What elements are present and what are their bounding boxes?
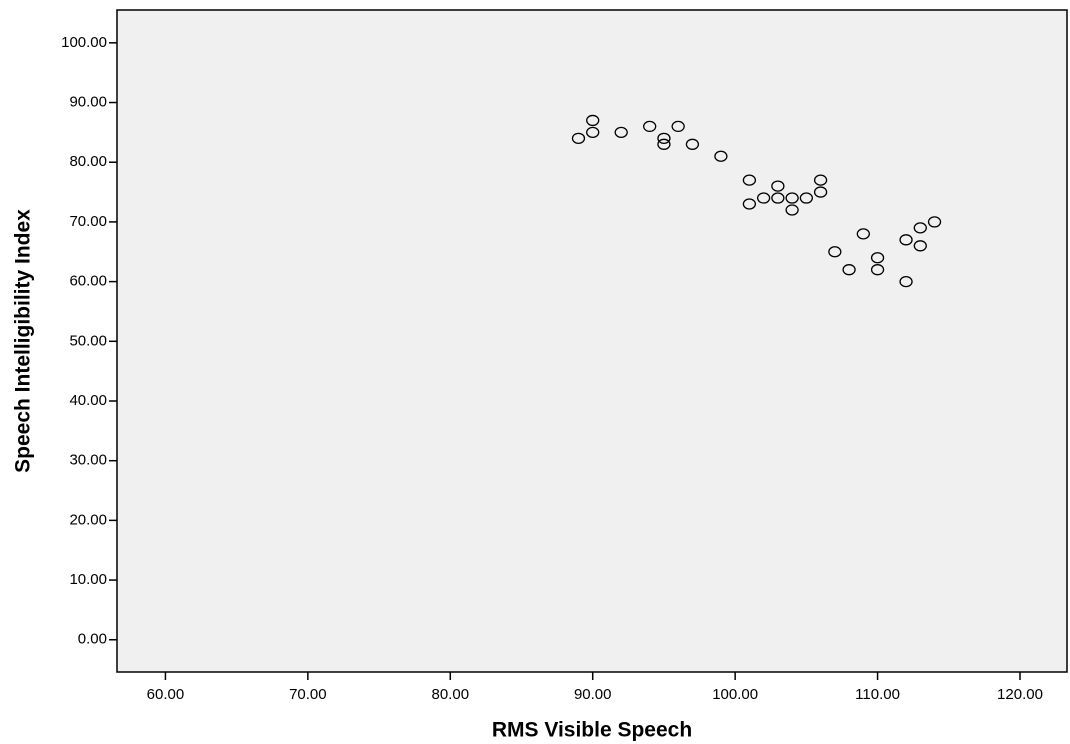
- plot-area: [116, 9, 1068, 673]
- point: [828, 246, 842, 258]
- point: [671, 120, 685, 133]
- point: [571, 132, 586, 144]
- point: [899, 275, 913, 288]
- point: [742, 198, 757, 210]
- point: [870, 252, 885, 264]
- point: [813, 174, 828, 186]
- point: [842, 264, 856, 276]
- y-tick-label: 100.00: [61, 34, 107, 51]
- point: [742, 174, 757, 186]
- y-tick-label: 30.00: [69, 452, 107, 469]
- point: [856, 228, 870, 240]
- point: [870, 264, 885, 276]
- point: [756, 192, 771, 204]
- x-tick-label: 80.00: [432, 686, 470, 703]
- point: [927, 216, 942, 228]
- y-tick-label: 10.00: [69, 571, 107, 588]
- point: [785, 192, 799, 204]
- point: [813, 186, 828, 198]
- point: [913, 240, 927, 252]
- y-tick-label: 70.00: [69, 213, 107, 230]
- x-tick-label: 100.00: [712, 686, 758, 703]
- point: [785, 204, 799, 216]
- y-tick-label: 60.00: [69, 273, 107, 290]
- point: [913, 222, 927, 234]
- point: [799, 192, 814, 204]
- y-tick-label: 40.00: [69, 392, 107, 409]
- point: [586, 114, 600, 127]
- y-tick-label: 0.00: [78, 631, 107, 648]
- point: [657, 138, 671, 150]
- x-tick-label: 110.00: [855, 686, 900, 703]
- y-tick-label: 80.00: [69, 153, 107, 170]
- point: [586, 126, 600, 139]
- point: [899, 234, 913, 246]
- y-tick-label: 50.00: [69, 332, 107, 349]
- point: [643, 120, 657, 133]
- point: [771, 192, 785, 204]
- x-tick-label: 120.00: [997, 686, 1043, 703]
- y-tick-label: 90.00: [69, 93, 107, 110]
- point: [714, 150, 728, 162]
- x-tick-label: 90.00: [574, 686, 612, 703]
- point: [685, 138, 700, 150]
- x-axis-title: RMS Visible Speech: [492, 719, 692, 742]
- y-tick-label: 20.00: [69, 511, 107, 528]
- x-tick-label: 60.00: [147, 686, 185, 703]
- point: [771, 180, 785, 192]
- y-axis-title: Speech Intelligibility Index: [12, 209, 35, 473]
- point: [614, 126, 628, 139]
- point: [657, 132, 671, 144]
- x-tick-label: 70.00: [289, 686, 327, 703]
